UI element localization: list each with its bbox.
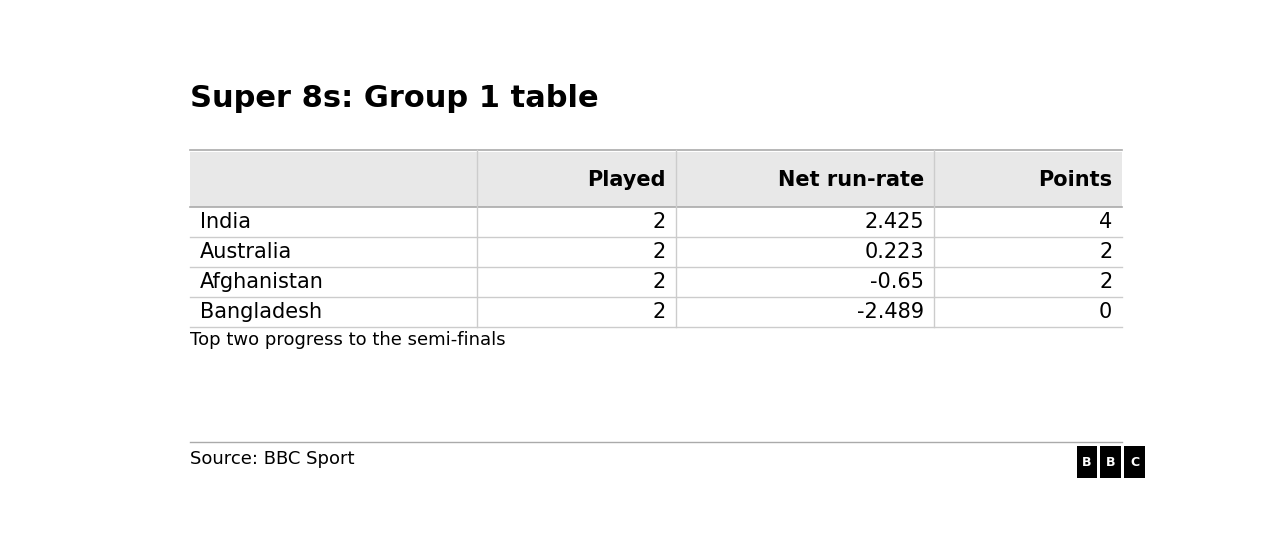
Text: -0.65: -0.65 bbox=[870, 272, 924, 292]
Text: 2: 2 bbox=[653, 272, 666, 292]
Text: Source: BBC Sport: Source: BBC Sport bbox=[189, 450, 355, 468]
Bar bbox=[189, 152, 1123, 207]
Text: 0: 0 bbox=[1100, 302, 1112, 322]
Text: Australia: Australia bbox=[200, 242, 292, 262]
Bar bbox=[1101, 446, 1121, 478]
Text: Afghanistan: Afghanistan bbox=[200, 272, 324, 292]
Bar bbox=[1124, 446, 1146, 478]
Text: 2: 2 bbox=[1100, 272, 1112, 292]
Text: 0.223: 0.223 bbox=[864, 242, 924, 262]
Text: Super 8s: Group 1 table: Super 8s: Group 1 table bbox=[189, 84, 598, 112]
Text: 2: 2 bbox=[653, 212, 666, 232]
Text: 2: 2 bbox=[1100, 242, 1112, 262]
Text: Bangladesh: Bangladesh bbox=[200, 302, 321, 322]
Text: 4: 4 bbox=[1100, 212, 1112, 232]
Text: -2.489: -2.489 bbox=[856, 302, 924, 322]
Text: Top two progress to the semi-finals: Top two progress to the semi-finals bbox=[189, 331, 506, 349]
Text: 2.425: 2.425 bbox=[864, 212, 924, 232]
Text: India: India bbox=[200, 212, 251, 232]
Text: Played: Played bbox=[588, 170, 666, 189]
Text: B: B bbox=[1106, 455, 1116, 469]
Text: B: B bbox=[1083, 455, 1092, 469]
Text: 2: 2 bbox=[653, 302, 666, 322]
Text: Net run-rate: Net run-rate bbox=[777, 170, 924, 189]
Bar bbox=[1076, 446, 1097, 478]
Text: Points: Points bbox=[1038, 170, 1112, 189]
Text: 2: 2 bbox=[653, 242, 666, 262]
Text: C: C bbox=[1130, 455, 1139, 469]
